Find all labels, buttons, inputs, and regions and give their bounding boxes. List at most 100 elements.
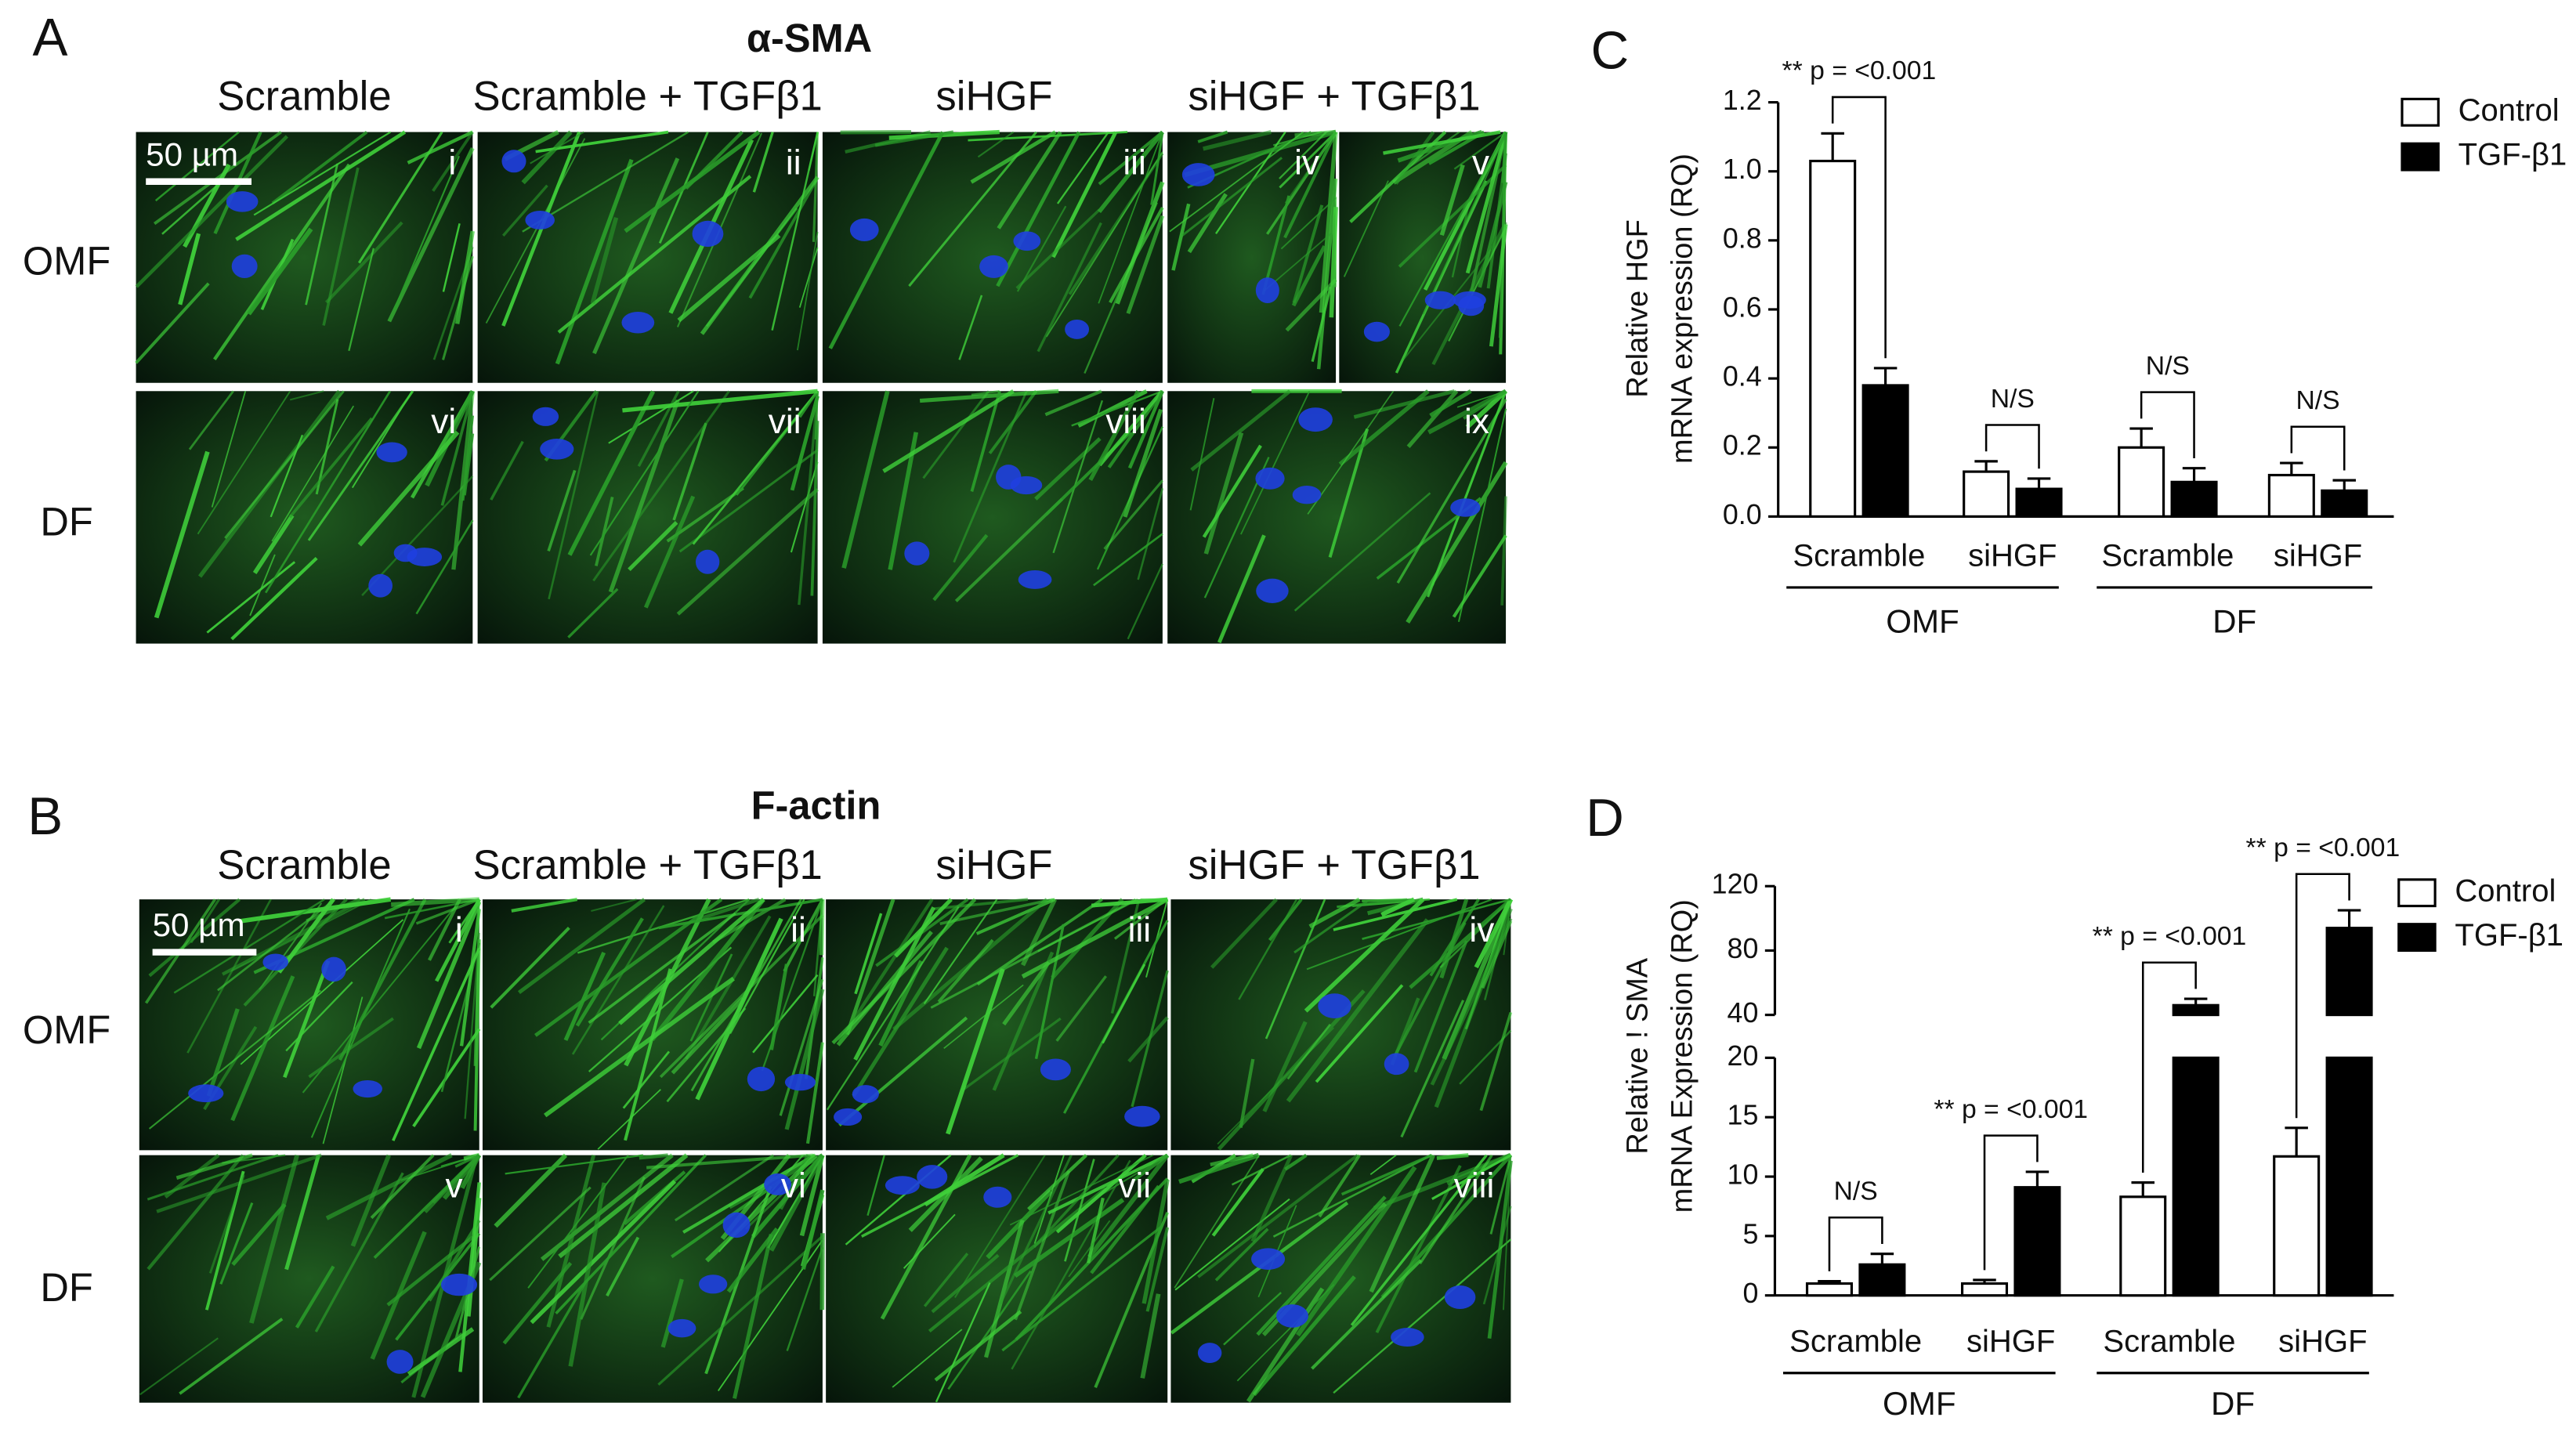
column-header: siHGF (935, 73, 1052, 119)
fiber (812, 132, 819, 242)
significance-label: ** p = <0.001 (2246, 833, 2401, 862)
fiber (1071, 390, 1163, 427)
fiber (1406, 389, 1459, 449)
fiber (1197, 130, 1228, 143)
fiber (325, 221, 403, 304)
fiber (1098, 389, 1164, 467)
fiber (428, 898, 461, 961)
fiber (411, 1158, 478, 1398)
fiber (555, 158, 634, 365)
bar (1963, 470, 2010, 518)
significance-bracket (1983, 1134, 2039, 1271)
fiber (1293, 492, 1431, 612)
fiber (689, 953, 733, 1042)
fiber (277, 898, 335, 974)
panel-letter: A (33, 8, 68, 67)
fiber (322, 167, 360, 326)
fiber (1093, 533, 1163, 587)
fiber (1413, 940, 1468, 1073)
nucleus (621, 311, 655, 334)
fiber (173, 898, 325, 994)
fiber (1223, 1292, 1282, 1346)
fiber (1217, 1027, 1335, 1145)
fiber (310, 908, 411, 1138)
tile-label: iii (1128, 911, 1151, 949)
fiber (700, 175, 819, 335)
fiber (351, 390, 413, 489)
fiber (790, 461, 819, 553)
fiber (1103, 479, 1164, 550)
row-label: DF (40, 1265, 92, 1310)
fiber (646, 1153, 813, 1170)
nucleus (834, 1108, 863, 1126)
y-tick-label: 120 (1712, 869, 1759, 900)
fiber (148, 989, 321, 1130)
y-tick-label: 5 (1742, 1218, 1758, 1249)
fiber (971, 389, 1000, 396)
fiber (547, 469, 577, 551)
fiber (1448, 226, 1507, 342)
fiber (217, 898, 336, 992)
fiber (521, 130, 573, 185)
fiber (1395, 180, 1488, 374)
fiber (1115, 181, 1165, 305)
tile-label: ii (791, 911, 806, 949)
fiber (588, 912, 736, 1025)
fiber (1482, 1206, 1512, 1305)
x-tick-label: siHGF (1966, 1324, 2055, 1358)
significance-bracket (2290, 425, 2346, 471)
fiber (1328, 428, 1369, 558)
fiber (1369, 1154, 1397, 1175)
bar (2273, 1155, 2321, 1297)
fiber (135, 282, 210, 364)
column-header: Scramble + TGFβ1 (472, 842, 822, 888)
fiber (373, 1154, 481, 1260)
fiber (784, 989, 825, 1130)
fiber (1474, 898, 1513, 969)
bar (2013, 1186, 2061, 1297)
fiber (919, 389, 1059, 403)
fiber (230, 556, 318, 641)
fiber (867, 1155, 885, 1217)
fiber (1285, 278, 1337, 332)
nucleus (722, 1212, 751, 1238)
tile-label: ii (786, 143, 801, 182)
y-axis-label: Relative ! SMA (1622, 957, 1655, 1154)
fiber (1329, 207, 1338, 318)
fiber (567, 390, 656, 556)
fiber (1375, 1165, 1462, 1334)
fiber (1284, 1153, 1308, 1171)
y-tick-label: 0.6 (1723, 291, 1762, 323)
error-bar (2285, 1126, 2308, 1157)
fiber (224, 390, 345, 539)
bar (2172, 1056, 2220, 1297)
fiber (348, 248, 374, 352)
fiber (671, 996, 744, 1075)
nucleus (1197, 1343, 1222, 1364)
micrograph-tile (482, 1153, 825, 1403)
scale-bar-label: 50 µm (153, 906, 245, 943)
error-bar (2182, 467, 2206, 483)
fiber (1296, 1166, 1417, 1337)
fiber (1181, 157, 1283, 237)
fiber (798, 247, 819, 308)
fiber (270, 434, 304, 518)
micrograph-tile (482, 897, 825, 1151)
fiber (231, 1202, 287, 1267)
y-tick-label: 15 (1728, 1100, 1759, 1131)
bar (1960, 1282, 2009, 1297)
fiber (1315, 984, 1404, 1083)
error-bar (2183, 997, 2208, 1006)
fiber (606, 1236, 640, 1297)
fiber (271, 130, 368, 204)
nucleus (695, 549, 720, 574)
fiber (1091, 897, 1168, 908)
fiber (428, 1219, 481, 1302)
nucleus (849, 218, 879, 241)
significance-label: N/S (2296, 385, 2339, 415)
y-tick-label: 0 (1742, 1278, 1758, 1309)
column-header: siHGF + TGFβ1 (1188, 73, 1480, 119)
fiber (908, 1156, 983, 1232)
bar (1809, 159, 1857, 518)
fiber (798, 390, 819, 418)
